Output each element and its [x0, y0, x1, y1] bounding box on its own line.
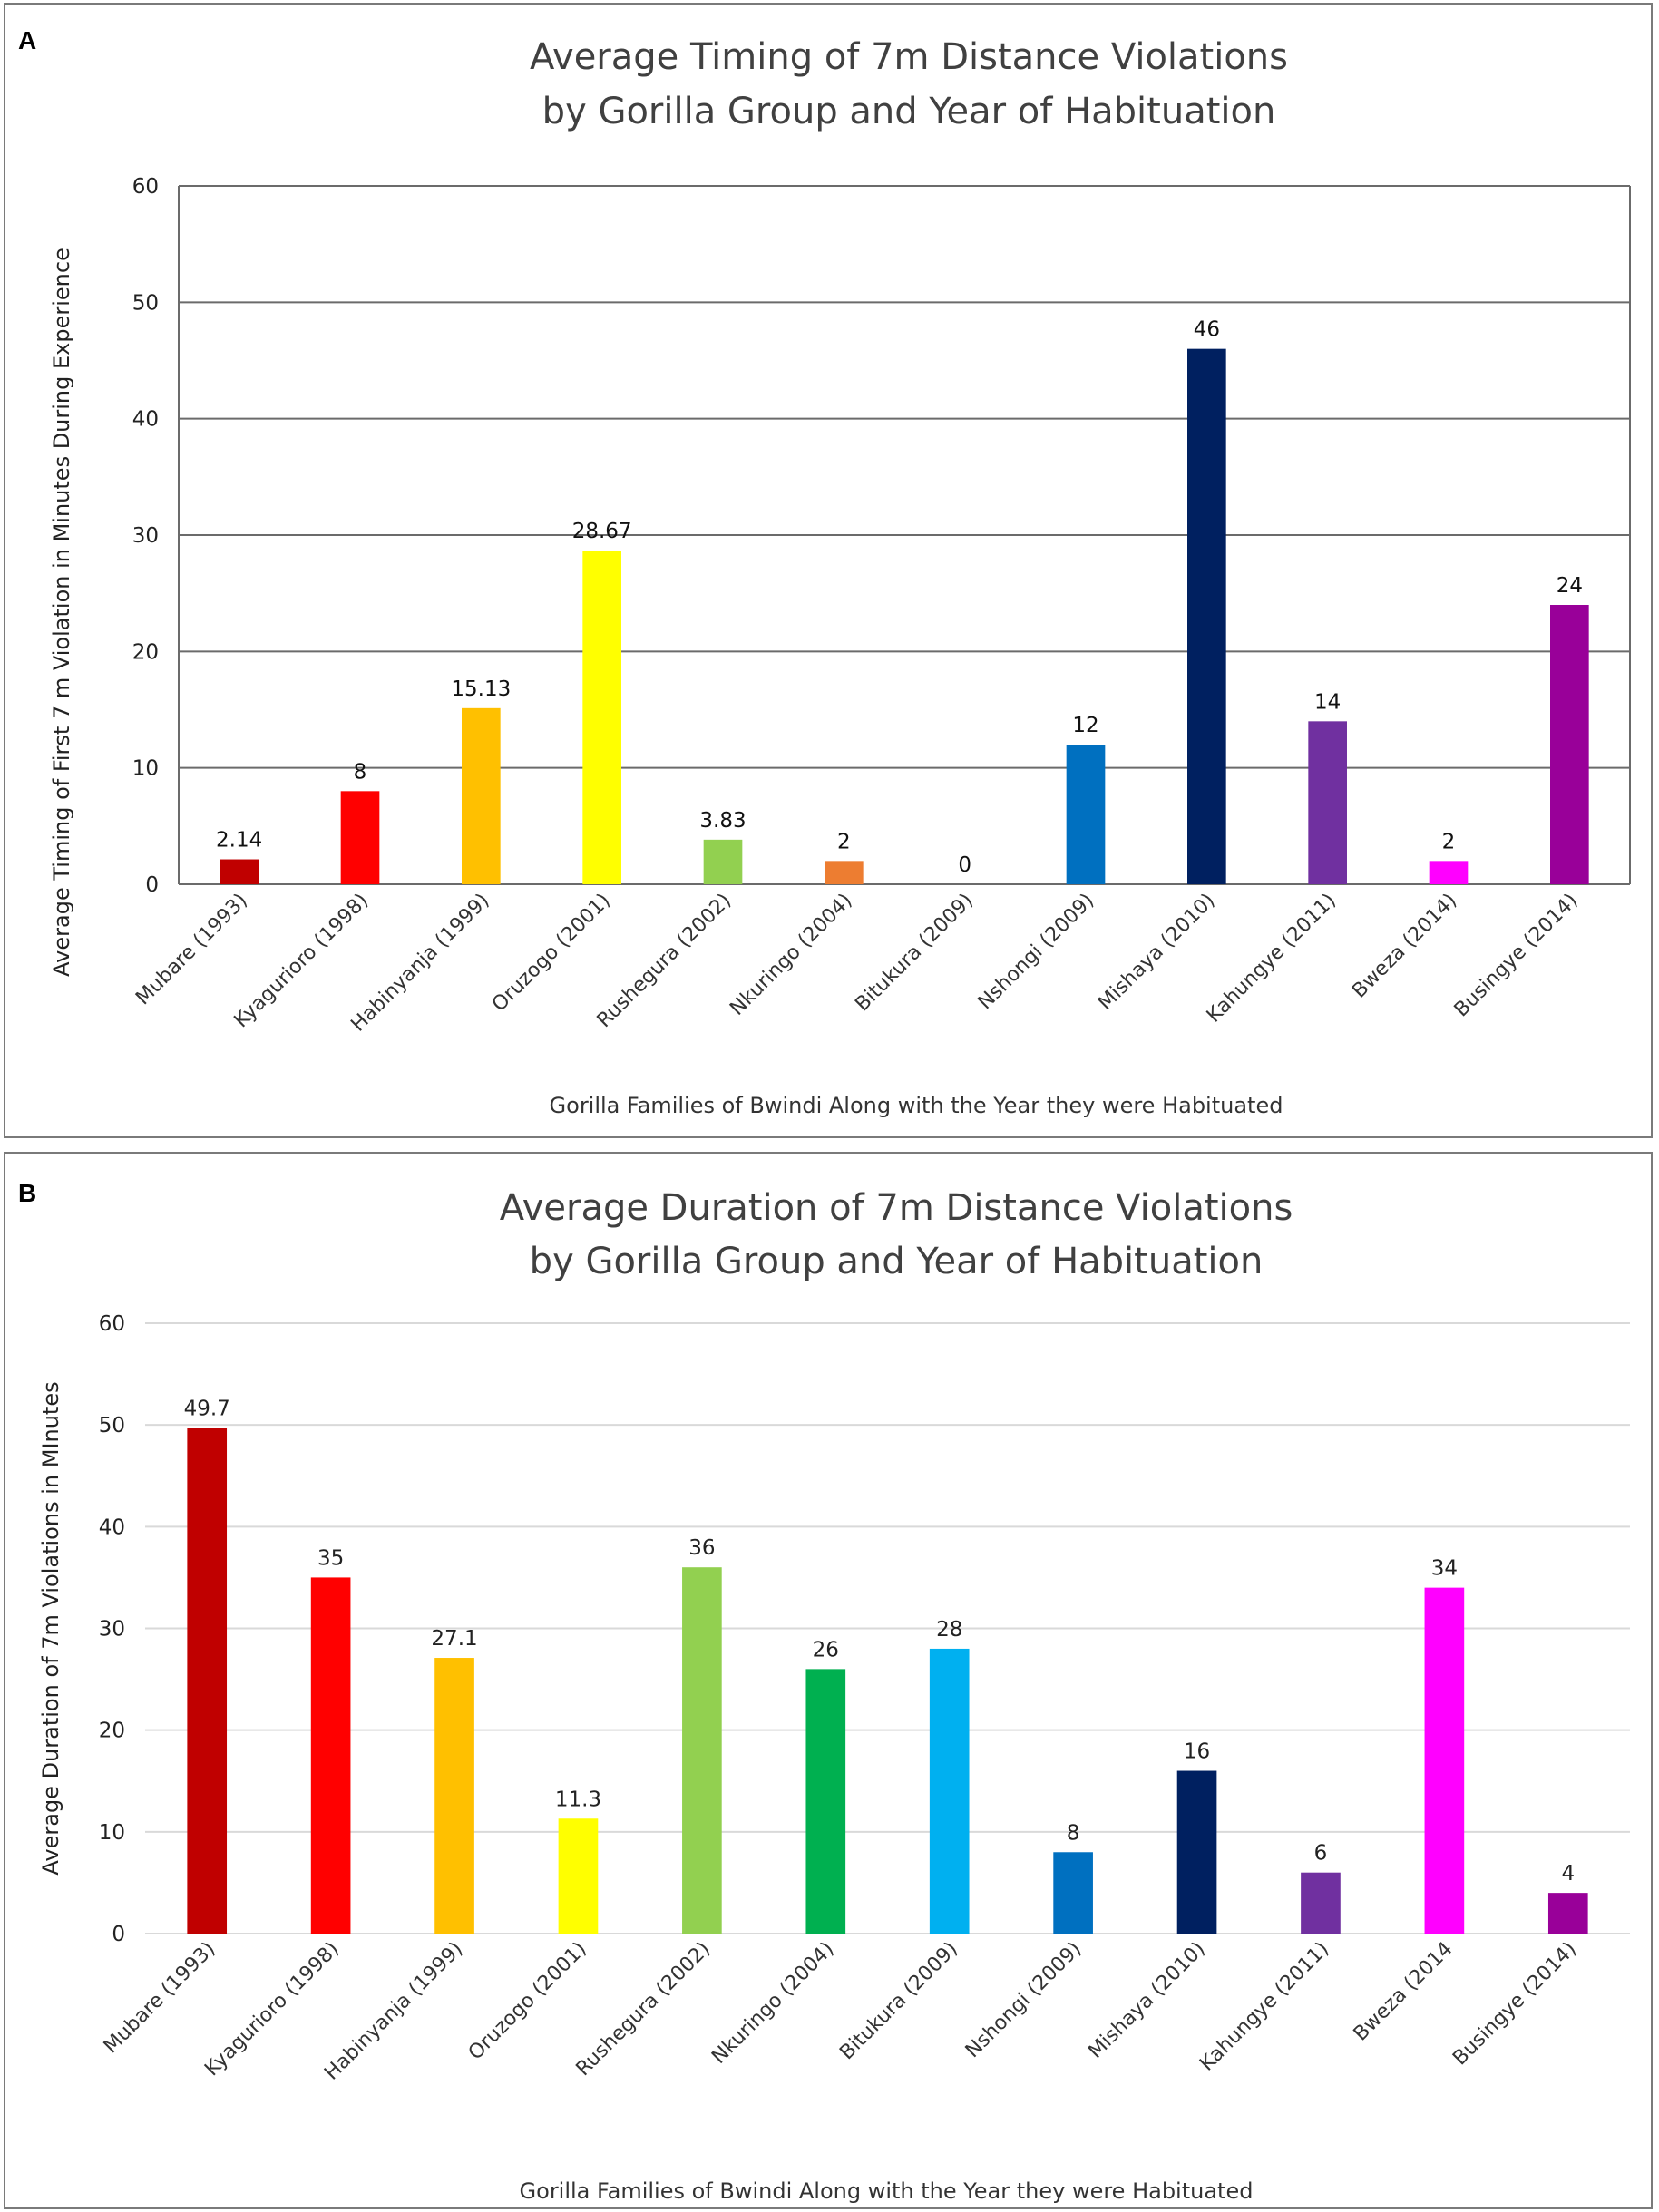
data-label: 35 — [317, 1546, 344, 1570]
chart-title-line: by Gorilla Group and Year of Habituation — [542, 91, 1276, 132]
data-label: 3.83 — [699, 809, 746, 833]
bar — [1176, 1770, 1217, 1934]
x-tick-label: Nshongi (2009) — [961, 1938, 1087, 2063]
data-label: 27.1 — [431, 1627, 477, 1651]
panel-label: B — [18, 1179, 37, 1207]
bar — [825, 861, 864, 884]
y-tick-label: 40 — [99, 1515, 125, 1539]
x-tick-label: Habinyanja (1999) — [346, 890, 493, 1037]
x-tick-label: Rushegura (2002) — [572, 1938, 716, 2081]
data-label: 0 — [958, 853, 971, 877]
x-tick-label: Kyagurioro (1998) — [230, 890, 374, 1033]
data-label: 8 — [354, 760, 367, 784]
x-axis-title: Gorilla Families of Bwindi Along with th… — [550, 1093, 1283, 1118]
x-tick-label: Bitukura (2009) — [835, 1938, 962, 2065]
bar — [187, 1428, 228, 1934]
bar — [1187, 348, 1226, 885]
data-label: 14 — [1314, 690, 1341, 714]
y-tick-label: 30 — [132, 524, 159, 548]
x-tick-label: Busingye (2014) — [1449, 1938, 1581, 2071]
x-tick-label: Nkuringo (2004) — [708, 1938, 838, 2069]
y-axis-title: Average Duration of 7m Violations in MIn… — [38, 1381, 63, 1875]
data-label: 46 — [1194, 318, 1220, 342]
bar — [310, 1577, 351, 1934]
data-label: 24 — [1557, 574, 1583, 598]
panel-a: A — [4, 3, 1653, 1138]
chart-title-line: Average Duration of 7m Distance Violatio… — [500, 1187, 1293, 1229]
x-tick-label: Oruzogo (2001) — [464, 1938, 591, 2065]
bar — [1547, 1893, 1588, 1934]
y-tick-label: 0 — [112, 1923, 125, 1946]
y-tick-label: 10 — [99, 1821, 125, 1845]
panel-label: A — [18, 26, 37, 54]
chart-b: Average Duration of 7m Distance Violatio… — [38, 1187, 1630, 2204]
bar — [462, 707, 501, 884]
data-label: 16 — [1184, 1740, 1210, 1764]
y-tick-label: 0 — [145, 873, 159, 897]
bar — [1550, 605, 1589, 884]
x-tick-label: Bweza (2014) — [1348, 890, 1461, 1003]
bar — [582, 551, 621, 884]
data-label: 6 — [1314, 1842, 1328, 1866]
data-label: 2 — [837, 830, 851, 853]
x-tick-label: Nshongi (2009) — [974, 890, 1099, 1015]
data-label: 2 — [1442, 830, 1456, 853]
bar — [929, 1648, 970, 1934]
y-tick-label: 40 — [132, 408, 159, 432]
x-tick-label: Nkuringo (2004) — [726, 890, 856, 1020]
data-label: 36 — [688, 1536, 715, 1560]
bar — [1429, 861, 1469, 884]
x-tick-label: Rushegura (2002) — [593, 890, 737, 1033]
x-tick-label: Mishaya (2010) — [1094, 890, 1219, 1015]
y-tick-label: 20 — [99, 1720, 125, 1743]
x-tick-label: Kahungye (2011) — [1195, 1938, 1333, 2076]
y-axis-title: Average Timing of First 7 m Violation in… — [49, 248, 74, 977]
bar — [434, 1658, 474, 1934]
bar — [1424, 1587, 1465, 1934]
y-tick-label: 50 — [132, 291, 159, 315]
data-label: 28 — [936, 1618, 962, 1642]
data-label: 8 — [1067, 1821, 1080, 1845]
bar — [220, 859, 259, 884]
x-tick-label: Oruzogo (2001) — [488, 890, 615, 1017]
chart-title-line: by Gorilla Group and Year of Habituation — [530, 1241, 1264, 1282]
y-tick-label: 60 — [99, 1312, 125, 1336]
bar — [1308, 721, 1347, 884]
y-tick-label: 30 — [99, 1618, 125, 1642]
data-label: 4 — [1561, 1862, 1575, 1886]
chart-title-line: Average Timing of 7m Distance Violations — [530, 36, 1288, 78]
x-tick-label: Bweza (2014 — [1350, 1938, 1458, 2046]
x-tick-label: Kahungye (2011) — [1203, 890, 1341, 1028]
bar — [682, 1567, 722, 1934]
data-label: 2.14 — [216, 829, 262, 853]
bar — [558, 1818, 599, 1934]
bar — [340, 791, 380, 884]
y-tick-label: 50 — [99, 1414, 125, 1437]
x-tick-label: Mubare (1993) — [100, 1938, 220, 2059]
bar — [703, 839, 743, 884]
x-tick-label: Kyagurioro (1998) — [200, 1938, 344, 2081]
x-tick-label: Mubare (1993) — [132, 890, 252, 1010]
x-axis-title: Gorilla Families of Bwindi Along with th… — [520, 2178, 1254, 2204]
x-tick-label: Busingye (2014) — [1450, 890, 1583, 1022]
bar — [805, 1669, 846, 1934]
x-tick-label: Mishaya (2010) — [1084, 1938, 1209, 2063]
bar — [1053, 1852, 1093, 1934]
bar — [1066, 745, 1106, 884]
y-tick-label: 60 — [132, 175, 159, 199]
y-tick-label: 10 — [132, 757, 159, 781]
data-label: 49.7 — [184, 1398, 230, 1421]
data-label: 34 — [1431, 1557, 1458, 1581]
y-tick-label: 20 — [132, 640, 159, 664]
data-label: 26 — [813, 1638, 839, 1661]
x-tick-label: Habinyanja (1999) — [320, 1938, 467, 2085]
data-label: 28.67 — [572, 520, 632, 543]
x-tick-label: Bitukura (2009) — [851, 890, 978, 1017]
bar — [1301, 1872, 1341, 1934]
data-label: 15.13 — [451, 677, 511, 701]
data-label: 12 — [1072, 714, 1098, 737]
chart-a: Average Timing of 7m Distance Violations… — [49, 36, 1631, 1118]
data-label: 11.3 — [555, 1788, 601, 1811]
